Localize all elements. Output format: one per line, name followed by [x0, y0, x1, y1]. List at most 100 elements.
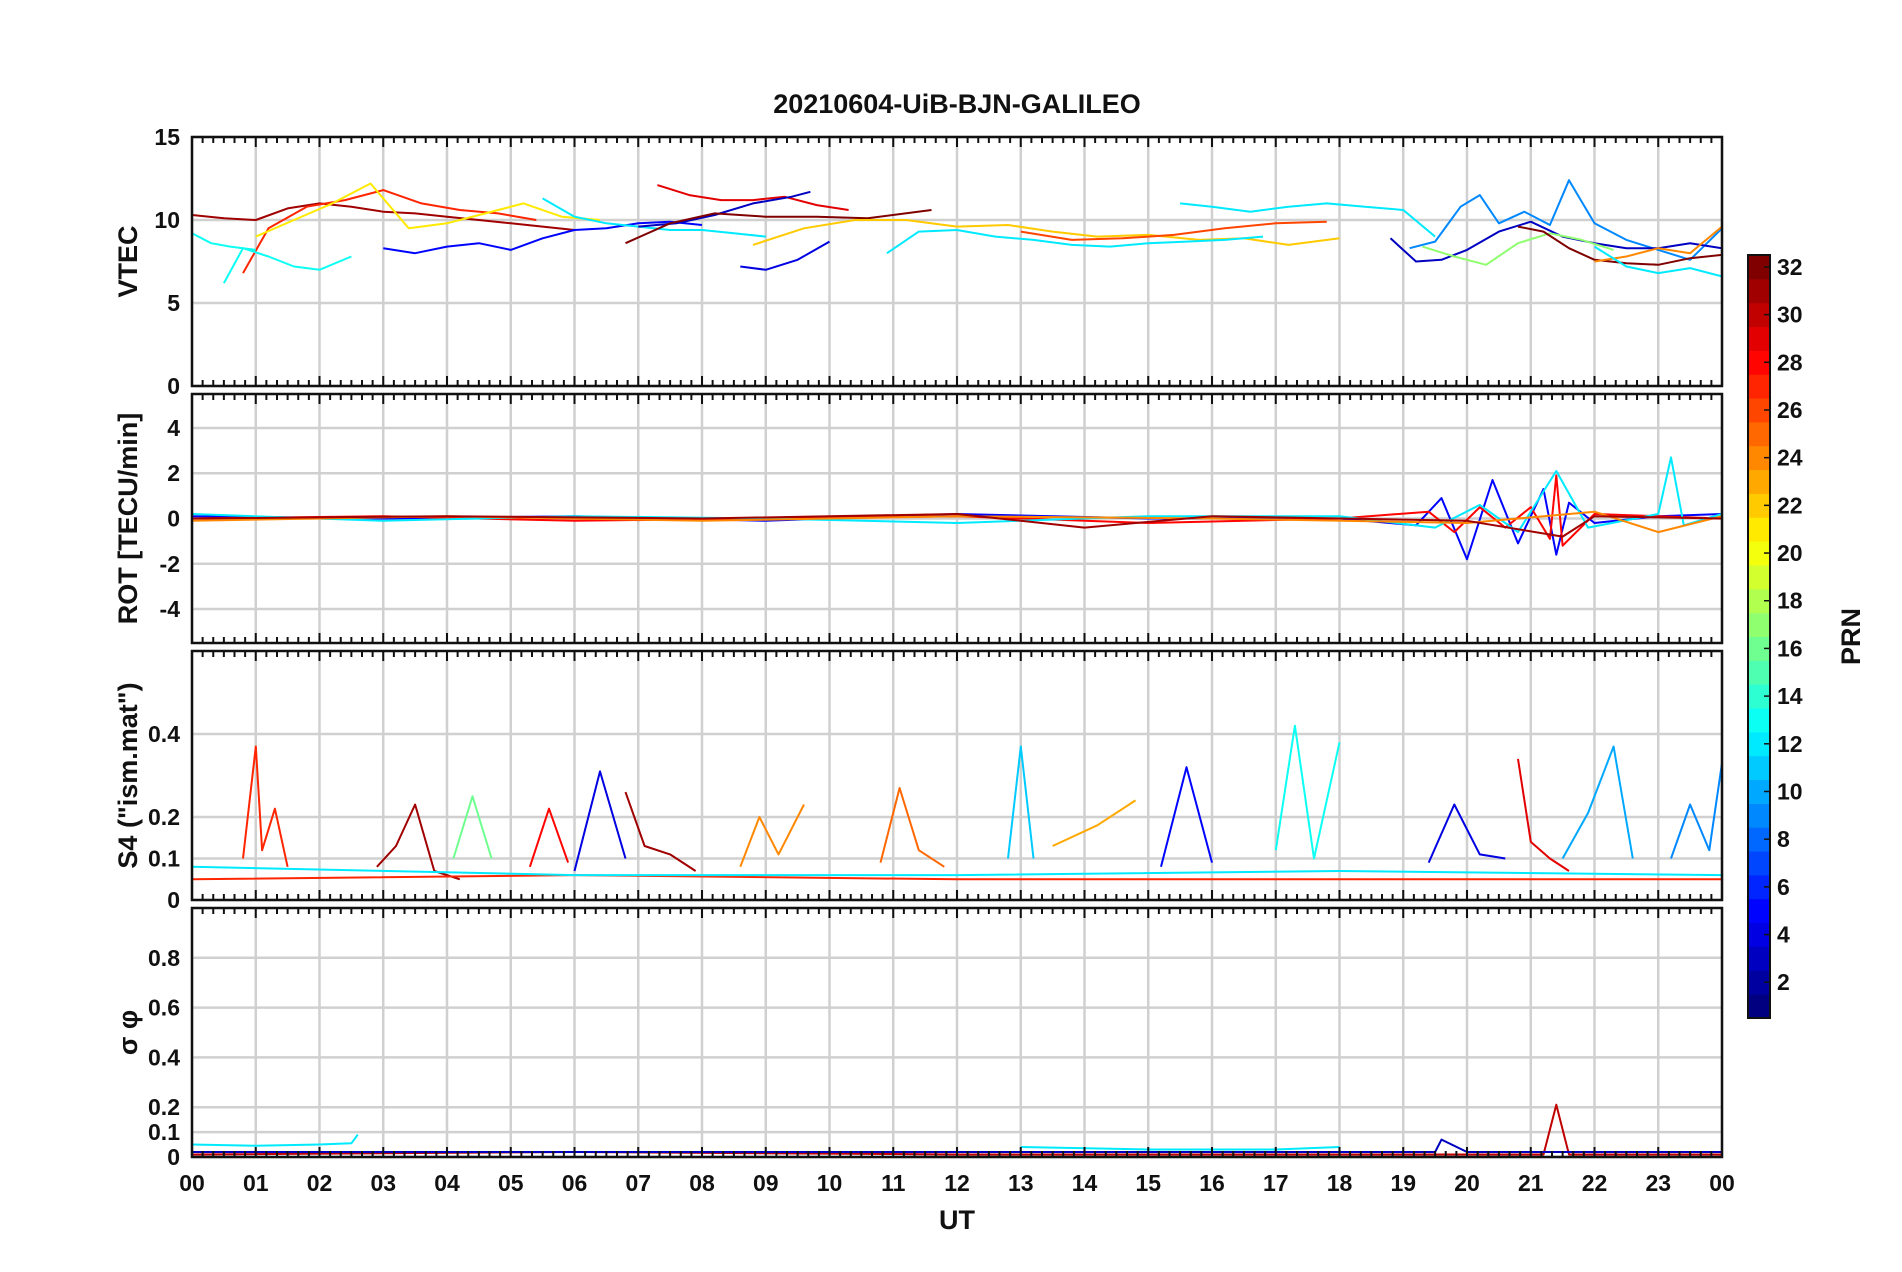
panel-3: 0 0.1 0.2 0.4S4 ("ism.mat") [113, 649, 1724, 913]
series-line-prn-13 [1274, 724, 1341, 860]
y-tick-label: 0 [167, 373, 180, 399]
y-tick-label: 0.1 [148, 1119, 180, 1145]
series-line-prn-24 [1594, 225, 1722, 263]
colorbar-cell [1748, 994, 1770, 1019]
series-line-prn-26 [1020, 220, 1327, 241]
colorbar-cell [1748, 636, 1770, 661]
y-axis-label: VTEC [113, 225, 143, 297]
colorbar-cell [1748, 326, 1770, 351]
x-tick-label: 20 [1454, 1170, 1480, 1196]
series-line-prn-27 [242, 745, 289, 868]
colorbar-tick-label: 10 [1777, 778, 1803, 804]
y-tick-label: 0.4 [148, 1044, 180, 1070]
series-line-prn-25 [879, 787, 945, 868]
x-tick-label: 19 [1390, 1170, 1416, 1196]
colorbar-cell [1748, 588, 1770, 614]
x-tick-label: 18 [1327, 1170, 1353, 1196]
colorbar-cell [1748, 922, 1770, 947]
series-line-prn-31 [624, 791, 697, 872]
panel-1: 0 5 10 15 VTEC [113, 124, 1724, 399]
series-line-prn-17 [1422, 232, 1614, 266]
panel-2: -4 -2 0 2 4 ROT [TECU/min] [113, 392, 1724, 645]
series-line-prn-23 [1052, 799, 1137, 847]
colorbar-cell [1748, 874, 1770, 900]
x-tick-label: 03 [370, 1170, 396, 1196]
y-tick-label: 0.2 [148, 1094, 180, 1120]
series-line-prn-27 [242, 189, 537, 274]
chart-title: 20210604-UiB-BJN-GALILEO [773, 89, 1141, 119]
colorbar-cell [1748, 398, 1770, 423]
x-tick-label: 11 [881, 1170, 906, 1196]
x-tick-label: 07 [625, 1170, 651, 1196]
colorbar-frame [1747, 254, 1771, 1019]
series-line-prn-13 [223, 247, 352, 284]
colorbar-cell [1748, 374, 1770, 399]
colorbar-cell [1748, 827, 1770, 852]
panel-4: 00.10.2 0.4 0.6 0.8 σ φ [113, 906, 1724, 1170]
series-line-prn-13 [192, 232, 256, 251]
series-line-prn-31 [376, 803, 461, 881]
colorbar-tick-label: 26 [1777, 397, 1803, 423]
colorbar-tick-label: 16 [1777, 635, 1803, 661]
series-line-prn-29 [1517, 758, 1570, 872]
series-line-prn-3 [1389, 220, 1722, 263]
colorbar-cell [1748, 946, 1770, 971]
colorbar-tick-label: 14 [1777, 683, 1803, 709]
series-line-prn-31 [192, 202, 575, 231]
series-group [192, 456, 1722, 561]
colorbar-cell [1748, 708, 1770, 733]
colorbar-cell [1748, 731, 1770, 757]
colorbar-tick-label: 32 [1777, 254, 1803, 280]
series-line-prn-31 [192, 513, 1722, 538]
colorbar-cell [1748, 564, 1770, 590]
colorbar-cell [1748, 278, 1770, 304]
series-line-prn-12 [192, 865, 1722, 877]
series-line-prn-5 [1160, 766, 1213, 868]
series-line-prn-4 [573, 770, 627, 872]
colorbar-cell [1748, 851, 1770, 876]
colorbar-cell [1748, 803, 1770, 828]
colorbar-cell [1748, 421, 1770, 447]
y-tick-label: 0 [167, 1144, 180, 1170]
series-line-prn-21 [255, 182, 601, 238]
colorbar-tick-label: 6 [1777, 874, 1790, 900]
y-tick-label: 2 [167, 460, 180, 486]
x-tick-label: 22 [1582, 1170, 1608, 1196]
series-line-prn-10 [1561, 745, 1634, 859]
y-tick-label: 0 [167, 887, 180, 913]
colorbar-cell [1748, 755, 1770, 781]
y-tick-label: 15 [154, 124, 180, 150]
series-group [192, 179, 1722, 284]
colorbar-cell [1748, 898, 1770, 924]
x-tick-label: 05 [498, 1170, 524, 1196]
colorbar-cell [1748, 970, 1770, 995]
colorbar-tick-label: 24 [1777, 445, 1803, 471]
series-line-prn-4 [740, 240, 830, 271]
x-tick-label: 12 [944, 1170, 970, 1196]
colorbar-cell [1748, 302, 1770, 328]
colorbar-cell [1748, 517, 1770, 542]
colorbar-cell [1748, 255, 1770, 280]
colorbar-cell [1748, 469, 1770, 494]
colorbar-cell [1748, 350, 1770, 375]
series-line-prn-12 [1179, 202, 1436, 238]
y-tick-label: 0 [167, 506, 180, 532]
series-line-prn-9 [1670, 762, 1722, 859]
colorbar-cell [1748, 541, 1770, 566]
y-tick-label: -4 [160, 596, 181, 622]
x-tick-label: 04 [434, 1170, 460, 1196]
x-tick-label: 10 [817, 1170, 843, 1196]
colorbar-tick-label: 8 [1777, 826, 1790, 852]
colorbar-tick-label: 12 [1777, 731, 1803, 757]
x-tick-label: 17 [1263, 1170, 1289, 1196]
x-tick-label: 06 [562, 1170, 588, 1196]
series-line-prn-12 [1593, 245, 1722, 278]
series-line-prn-28 [528, 807, 570, 868]
y-tick-label: 5 [167, 290, 180, 316]
colorbar-tick-label: 30 [1777, 302, 1803, 328]
series-line-prn-11 [1007, 745, 1035, 859]
series-line-prn-27 [192, 874, 1722, 881]
series-line-prn-4 [1427, 803, 1506, 864]
colorbar-tick-label: 28 [1777, 349, 1803, 375]
